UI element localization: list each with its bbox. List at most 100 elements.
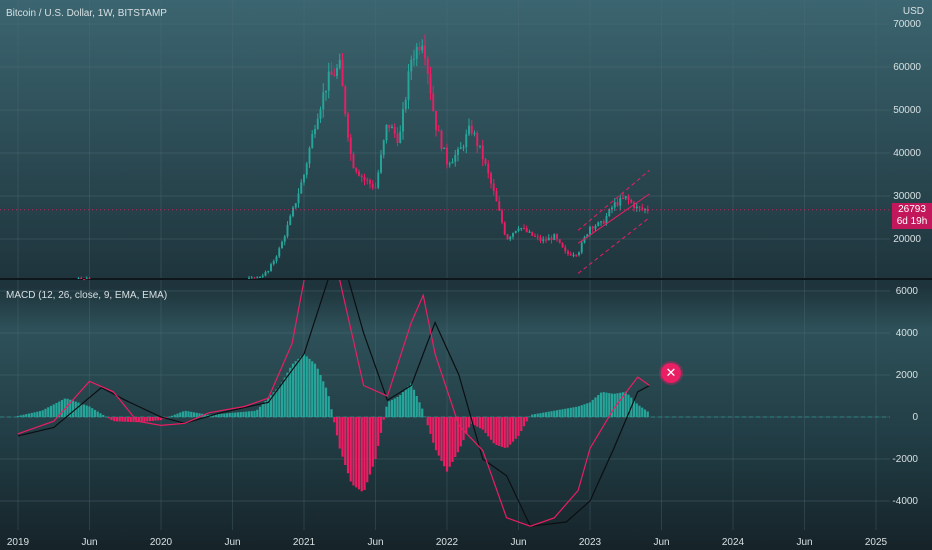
candle-body: [311, 133, 314, 148]
macd-histogram-bar: [283, 377, 286, 417]
candle-body: [531, 231, 534, 236]
x-tick-label: Jun: [653, 537, 669, 548]
macd-histogram-bar: [286, 372, 289, 417]
candle-body: [465, 134, 468, 148]
macd-histogram-bar: [27, 413, 31, 417]
candle-body: [635, 206, 638, 209]
candle-body: [476, 133, 479, 147]
candle-body: [270, 264, 272, 271]
candle-body: [272, 260, 275, 265]
candle-body: [495, 191, 498, 202]
candle-body: [303, 174, 305, 183]
candle-body: [363, 176, 366, 180]
macd-histogram-bar: [256, 409, 259, 417]
candle-body: [575, 254, 578, 256]
macd-histogram-bar: [316, 368, 319, 417]
candle-body: [630, 200, 633, 203]
x-tick-label: Jun: [796, 537, 812, 548]
macd-histogram-bar: [588, 402, 592, 417]
candle-body: [528, 231, 531, 233]
macd-histogram-bar: [245, 411, 248, 417]
macd-histogram-bar: [371, 417, 374, 467]
macd-histogram-bar: [638, 405, 641, 417]
candle-body: [286, 224, 289, 237]
candle-body: [627, 196, 630, 201]
macd-histogram-bar: [124, 417, 127, 422]
candle-body: [396, 133, 399, 143]
macd-histogram-bar: [434, 417, 438, 451]
candle-body: [292, 207, 294, 217]
candle-body: [358, 171, 360, 176]
macd-histogram-bar: [36, 411, 39, 417]
price-axis-label: 60000: [893, 62, 921, 73]
macd-histogram-bar: [16, 415, 20, 417]
x-tick-label: 2021: [293, 537, 316, 548]
candle-body: [259, 276, 261, 278]
macd-histogram-bar: [302, 354, 306, 417]
candle-body: [646, 208, 649, 212]
macd-histogram-bar: [148, 417, 152, 422]
macd-histogram-bar: [338, 417, 341, 449]
candle-body: [281, 241, 283, 249]
candle-body: [578, 252, 580, 256]
macd-histogram-bar: [267, 398, 270, 417]
price-axis-label: 20000: [893, 234, 921, 245]
macd-histogram-bar: [542, 412, 545, 417]
candle-body: [479, 145, 481, 147]
macd-line: [17, 280, 650, 527]
macd-histogram-bar: [154, 417, 157, 421]
candle-body: [289, 216, 292, 225]
macd-histogram-bar: [555, 410, 559, 417]
x-tick-label: 2019: [7, 537, 30, 548]
macd-histogram-bar: [448, 417, 451, 467]
candle-body: [300, 182, 303, 194]
price-axis-label: 70000: [893, 19, 921, 30]
candle-body: [360, 175, 363, 177]
macd-histogram-bar: [459, 417, 462, 447]
macd-histogram-bar: [225, 413, 229, 417]
candle-body: [492, 183, 495, 192]
macd-histogram-bar: [539, 413, 542, 417]
candle-body: [473, 133, 476, 135]
candle-body: [633, 202, 635, 209]
macd-histogram-bar: [437, 417, 440, 456]
candle-body: [256, 277, 259, 279]
macd-histogram-bar: [536, 413, 539, 417]
macd-histogram-bar: [110, 417, 113, 421]
macd-histogram-bar: [247, 411, 251, 417]
candle-body: [85, 278, 88, 280]
macd-histogram-bar: [632, 400, 636, 417]
candle-body: [514, 230, 517, 233]
last-price-badge: 26793 6d 19h: [892, 203, 932, 229]
macd-histogram-bar: [418, 402, 421, 417]
macd-histogram-bar: [278, 386, 281, 417]
macd-histogram-bar: [322, 381, 325, 417]
candle-body: [83, 279, 85, 281]
macd-axis-label: 0: [912, 412, 918, 423]
candle-body: [435, 111, 437, 131]
macd-histogram-bar: [335, 417, 339, 436]
macd-histogram-bar: [514, 417, 517, 439]
macd-histogram-bar: [641, 407, 644, 417]
macd-histogram-bar: [484, 417, 487, 433]
candle-body: [589, 226, 591, 235]
macd-histogram-bar: [137, 417, 141, 423]
macd-histogram-bar: [594, 397, 597, 417]
close-icon[interactable]: ✕: [661, 363, 681, 383]
x-tick-label: 2023: [579, 537, 602, 548]
x-tick-label: 2024: [722, 537, 745, 548]
macd-histogram-bar: [300, 356, 303, 417]
price-axis-label: 50000: [893, 105, 921, 116]
macd-histogram-bar: [399, 395, 402, 417]
macd-histogram-bar: [558, 409, 561, 417]
channel-lower-line: [577, 217, 650, 274]
macd-histogram-bar: [176, 413, 179, 417]
macd-histogram-bar: [71, 400, 75, 417]
macd-histogram-bar: [85, 405, 88, 417]
macd-histogram-bar: [619, 392, 622, 417]
macd-histogram-bar: [407, 386, 410, 417]
candle-body: [487, 163, 490, 174]
macd-histogram-bar: [184, 410, 187, 417]
macd-histogram-bar: [346, 417, 350, 474]
